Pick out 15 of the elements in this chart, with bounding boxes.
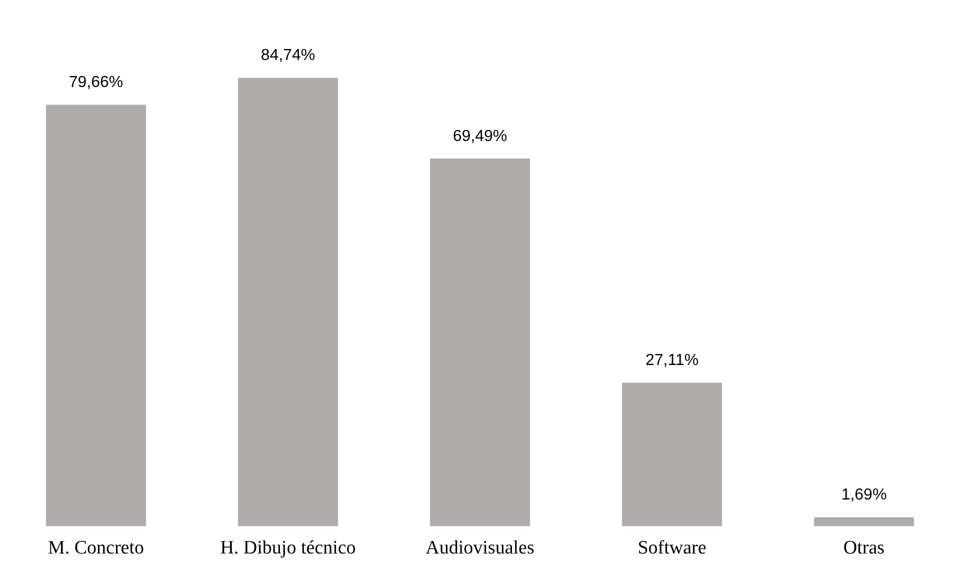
x-tick-label: M. Concreto	[48, 538, 144, 559]
bar	[238, 78, 338, 526]
bar	[46, 104, 146, 526]
data-label: 1,69%	[841, 486, 887, 504]
bar	[814, 517, 914, 526]
x-tick-label: Audiovisuales	[426, 538, 534, 559]
x-tick-label: Otras	[843, 538, 885, 559]
bar	[622, 382, 722, 526]
bar	[430, 158, 530, 526]
data-label: 84,74%	[260, 47, 316, 64]
data-label: 69,49%	[452, 128, 508, 145]
data-label: 79,66%	[68, 74, 124, 92]
x-tick-label: H. Dibujo técnico	[220, 538, 356, 559]
data-label: 27,11%	[645, 352, 699, 370]
x-tick-label: Software	[638, 538, 706, 559]
